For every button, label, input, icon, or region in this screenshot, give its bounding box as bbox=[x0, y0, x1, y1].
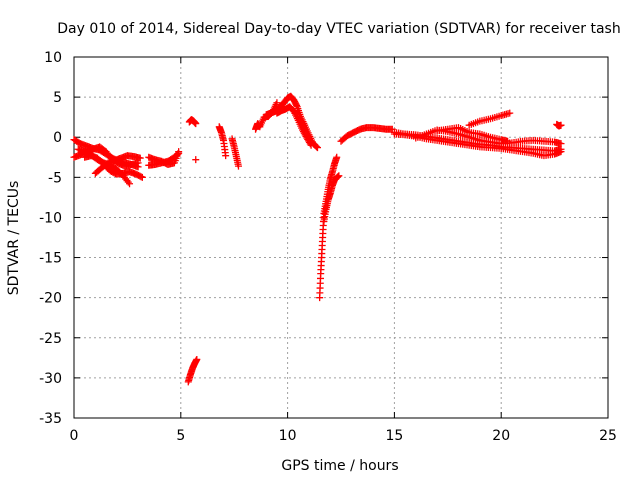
data-point bbox=[136, 154, 144, 162]
y-tick-label: 5 bbox=[53, 90, 62, 106]
x-tick-label: 10 bbox=[279, 428, 297, 444]
data-point bbox=[557, 121, 565, 129]
y-tick-label: 0 bbox=[53, 130, 62, 146]
data-point bbox=[506, 109, 514, 117]
data-point bbox=[306, 140, 314, 148]
data-point bbox=[273, 99, 281, 107]
x-tick-label: 15 bbox=[385, 428, 403, 444]
x-tick-label: 25 bbox=[599, 428, 617, 444]
x-tick-label: 20 bbox=[492, 428, 510, 444]
y-tick-label: -15 bbox=[39, 251, 62, 267]
data-point bbox=[279, 105, 287, 113]
data-point bbox=[126, 180, 134, 188]
grid-lines bbox=[74, 57, 608, 418]
y-tick-label: -35 bbox=[39, 411, 62, 427]
data-point bbox=[314, 144, 322, 152]
x-tick-label: 0 bbox=[70, 428, 79, 444]
chart-title: Day 010 of 2014, Sidereal Day-to-day VTE… bbox=[57, 21, 620, 37]
data-point bbox=[192, 120, 200, 128]
data-point bbox=[334, 173, 342, 181]
data-point bbox=[138, 173, 146, 181]
data-points bbox=[70, 92, 565, 386]
y-axis-label: SDTVAR / TECUs bbox=[6, 181, 22, 296]
data-point bbox=[175, 148, 183, 156]
data-point bbox=[193, 355, 201, 363]
data-point bbox=[504, 137, 512, 145]
data-point bbox=[313, 143, 321, 151]
data-point bbox=[124, 178, 132, 186]
y-tick-label: 10 bbox=[44, 50, 62, 66]
data-point bbox=[307, 141, 315, 149]
y-tick-label: -20 bbox=[39, 291, 62, 307]
y-tick-label: -30 bbox=[39, 371, 62, 387]
plot-frame bbox=[73, 56, 609, 419]
y-tick-label: -5 bbox=[48, 170, 62, 186]
data-point bbox=[222, 152, 230, 160]
data-point bbox=[557, 148, 565, 156]
data-point bbox=[192, 156, 200, 164]
axis-ticks: 0 5 10 15 20 25 -35 -30 -25 -20 -15 -10 -5 0 5 10 bbox=[39, 50, 617, 444]
x-axis-label: GPS time / hours bbox=[281, 458, 398, 474]
y-tick-label: -25 bbox=[39, 331, 62, 347]
y-tick-label: -10 bbox=[39, 210, 62, 226]
x-tick-label: 5 bbox=[176, 428, 185, 444]
data-point bbox=[335, 172, 343, 180]
data-point bbox=[333, 153, 341, 161]
data-point bbox=[234, 162, 242, 170]
data-point bbox=[557, 140, 565, 148]
